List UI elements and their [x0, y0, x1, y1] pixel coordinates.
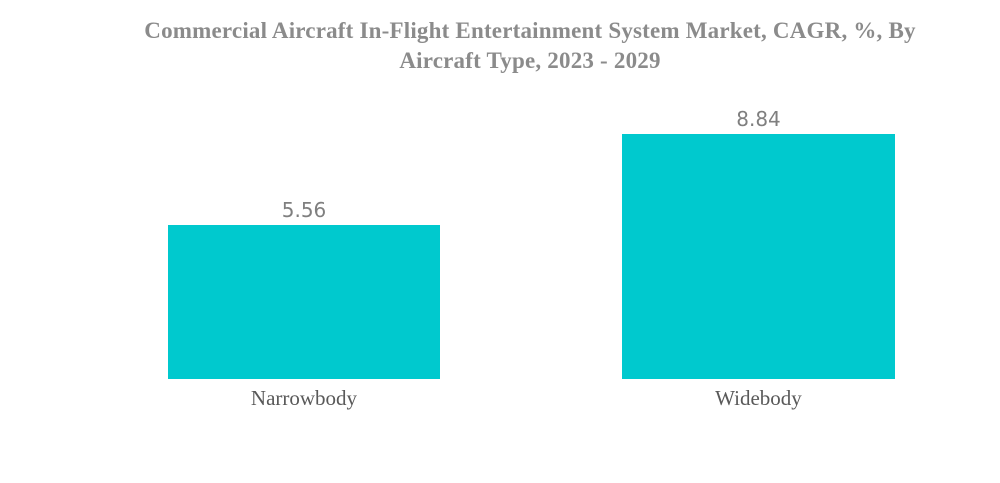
bar-group-widebody: 8.84	[622, 107, 895, 379]
bar-narrowbody	[168, 225, 440, 379]
chart-title-line-1: Commercial Aircraft In-Flight Entertainm…	[144, 18, 916, 43]
bar-widebody	[622, 134, 895, 379]
category-label-widebody: Widebody	[715, 386, 802, 410]
category-label-narrowbody: Narrowbody	[250, 386, 358, 410]
chart-title-line-2: Aircraft Type, 2023 - 2029	[399, 48, 661, 73]
value-label-narrowbody: 5.56	[281, 198, 327, 222]
chart-title: Commercial Aircraft In-Flight Entertainm…	[60, 16, 1000, 76]
value-label-widebody: 8.84	[736, 107, 781, 131]
bar-group-narrowbody: 5.56	[168, 198, 440, 379]
